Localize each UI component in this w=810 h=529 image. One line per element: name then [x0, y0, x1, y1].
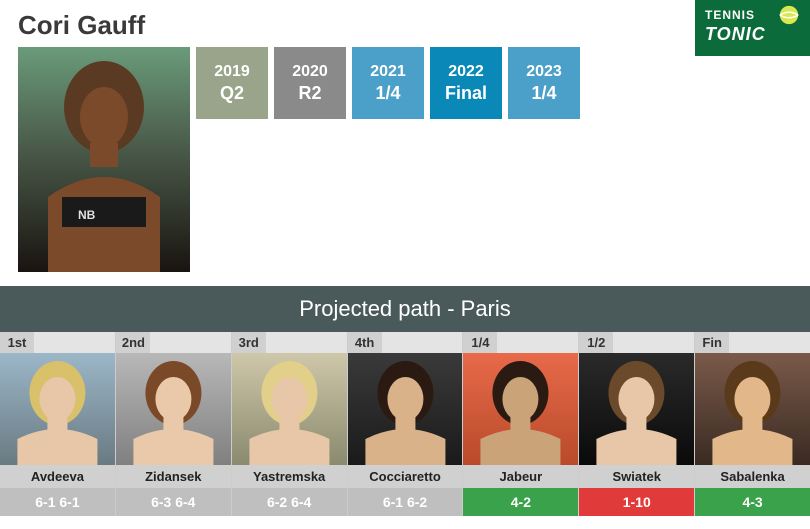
brand-logo: TENNIS TONIC	[695, 0, 810, 56]
year-tile-2023: 2023 1/4	[508, 47, 580, 119]
opponent-stat: 1-10	[579, 488, 694, 516]
opponent-stat: 6-2 6-4	[232, 488, 347, 516]
opponent-name: Zidansek	[116, 465, 231, 488]
year-tile-2020: 2020 R2	[274, 47, 346, 119]
path-tile-fin: Fin Sabalenka4-3	[695, 332, 810, 516]
year-label: 2021	[370, 63, 406, 81]
opponent-name: Yastremska	[232, 465, 347, 488]
round-label: 2nd	[116, 332, 150, 353]
year-result: Final	[445, 83, 487, 104]
section-title: Projected path - Paris	[0, 286, 810, 332]
opponent-stat: 4-2	[463, 488, 578, 516]
opponent-photo	[0, 353, 115, 465]
round-label: Fin	[695, 332, 729, 353]
round-label: 3rd	[232, 332, 266, 353]
path-tile-1/2: 1/2 Swiatek1-10	[579, 332, 695, 516]
year-label: 2023	[526, 63, 562, 81]
opponent-name: Sabalenka	[695, 465, 810, 488]
year-label: 2020	[292, 63, 328, 81]
opponent-name: Cocciaretto	[348, 465, 463, 488]
year-result: R2	[298, 83, 321, 104]
path-tile-2nd: 2nd Zidansek6-3 6-4	[116, 332, 232, 516]
player-photo: NB	[18, 47, 190, 272]
tennis-ball-icon	[778, 4, 800, 26]
opponent-photo	[232, 353, 347, 465]
opponent-name: Swiatek	[579, 465, 694, 488]
player-name: Cori Gauff	[18, 10, 145, 41]
opponent-stat: 6-3 6-4	[116, 488, 231, 516]
year-label: 2019	[214, 63, 250, 81]
opponent-photo	[579, 353, 694, 465]
opponent-stat: 6-1 6-1	[0, 488, 115, 516]
opponent-photo	[463, 353, 578, 465]
path-tile-4th: 4th Cocciaretto6-1 6-2	[348, 332, 464, 516]
year-results-row: 2019 Q2 2020 R2 2021 1/4 2022 Final 2023 1/4	[196, 47, 580, 119]
logo-text-1: TENNIS	[705, 8, 755, 22]
year-result: 1/4	[531, 83, 556, 104]
round-label: 4th	[348, 332, 382, 353]
round-label: 1/2	[579, 332, 613, 353]
logo-text-2: TONIC	[705, 24, 766, 45]
year-tile-2022: 2022 Final	[430, 47, 502, 119]
round-label: 1st	[0, 332, 34, 353]
opponent-stat: 6-1 6-2	[348, 488, 463, 516]
path-tile-1/4: 1/4 Jabeur4-2	[463, 332, 579, 516]
year-result: 1/4	[375, 83, 400, 104]
opponent-photo	[348, 353, 463, 465]
opponent-name: Avdeeva	[0, 465, 115, 488]
year-result: Q2	[220, 83, 244, 104]
path-tile-1st: 1st Avdeeva6-1 6-1	[0, 332, 116, 516]
year-tile-2019: 2019 Q2	[196, 47, 268, 119]
opponent-photo	[116, 353, 231, 465]
year-tile-2021: 2021 1/4	[352, 47, 424, 119]
year-label: 2022	[448, 63, 484, 81]
path-tile-3rd: 3rd Yastremska6-2 6-4	[232, 332, 348, 516]
opponent-stat: 4-3	[695, 488, 810, 516]
svg-text:NB: NB	[78, 208, 96, 222]
opponent-photo	[695, 353, 810, 465]
round-label: 1/4	[463, 332, 497, 353]
opponent-name: Jabeur	[463, 465, 578, 488]
projected-path-row: 1st Avdeeva6-1 6-1 2nd Zidansek6-3 6-4 3rd Ya…	[0, 332, 810, 516]
